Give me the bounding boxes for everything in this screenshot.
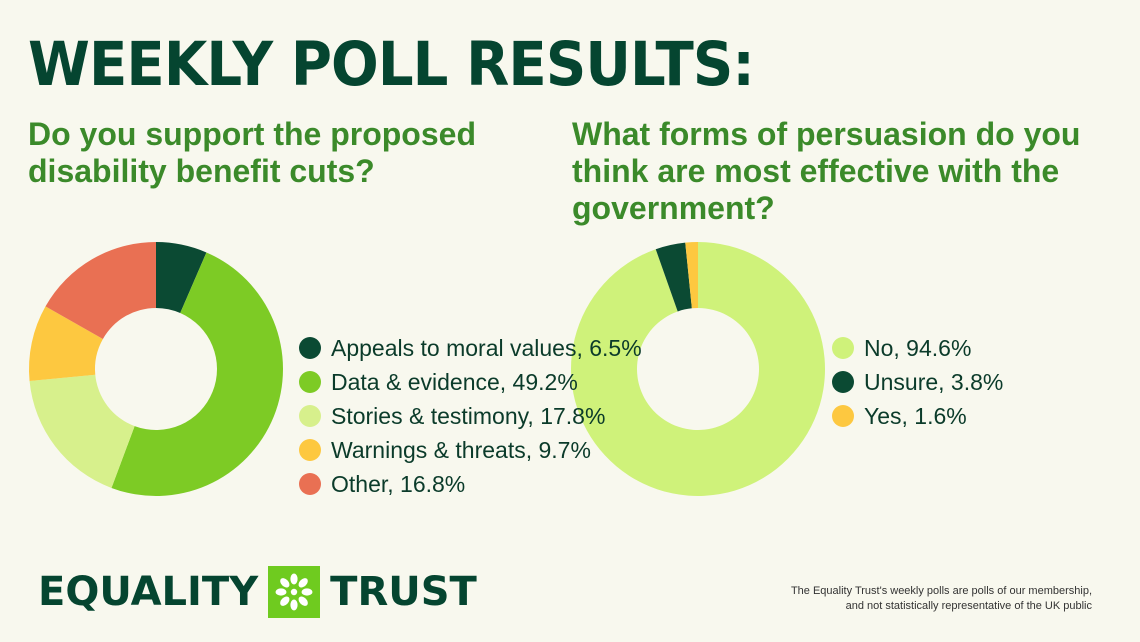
legend-item: Warnings & threats, 9.7% bbox=[299, 433, 642, 467]
legend-label: Stories & testimony, 17.8% bbox=[331, 402, 606, 429]
donut-slice-no bbox=[571, 242, 825, 497]
legend-label: Appeals to moral values, 6.5% bbox=[331, 334, 642, 361]
footnote-line: The Equality Trust's weekly polls are po… bbox=[790, 585, 1092, 597]
legend-swatch bbox=[832, 371, 854, 393]
logo-word-left: EQUALITY bbox=[38, 569, 259, 615]
legend-swatch bbox=[299, 371, 321, 393]
equality-trust-logo: EQUALITY TRUST bbox=[38, 566, 477, 618]
legend-label: Yes, 1.6% bbox=[864, 402, 967, 429]
question-2: What forms of persuasion do you think ar… bbox=[572, 116, 1081, 226]
donut-slice-other bbox=[45, 242, 156, 339]
legend-label: Data & evidence, 49.2% bbox=[331, 368, 578, 395]
legend-chart-1: Appeals to moral values, 6.5% Data & evi… bbox=[299, 331, 642, 501]
donut-slice-appeals-to-moral-values bbox=[156, 242, 207, 314]
legend-swatch bbox=[832, 337, 854, 359]
legend-swatch bbox=[299, 473, 321, 495]
page-title: WEEKLY POLL RESULTS: bbox=[28, 29, 755, 100]
legend-label: Unsure, 3.8% bbox=[864, 368, 1004, 395]
question-1: Do you support the proposed disability b… bbox=[28, 116, 476, 189]
legend-swatch bbox=[299, 439, 321, 461]
logo-word-right: TRUST bbox=[330, 569, 477, 615]
legend-item: Appeals to moral values, 6.5% bbox=[299, 331, 642, 365]
legend-item: Data & evidence, 49.2% bbox=[299, 365, 642, 399]
donut-slice-stories-testimony bbox=[29, 374, 135, 488]
donut-chart-2 bbox=[571, 242, 825, 497]
donut-slice-unsure bbox=[655, 242, 692, 312]
legend-swatch bbox=[299, 405, 321, 427]
legend-swatch bbox=[832, 405, 854, 427]
footnote: The Equality Trust's weekly polls are po… bbox=[791, 584, 1092, 614]
legend-item: Stories & testimony, 17.8% bbox=[299, 399, 642, 433]
legend-item: Unsure, 3.8% bbox=[832, 365, 1003, 399]
donut-slice-warnings-threats bbox=[29, 306, 103, 381]
donut-slice-data-evidence bbox=[111, 252, 283, 496]
donut-slice-yes bbox=[685, 242, 698, 309]
legend-chart-2: No, 94.6% Unsure, 3.8% Yes, 1.6% bbox=[832, 331, 1003, 433]
legend-item: No, 94.6% bbox=[832, 331, 1003, 365]
asterisk-flower-icon bbox=[268, 566, 321, 618]
legend-label: Warnings & threats, 9.7% bbox=[331, 436, 591, 463]
legend-swatch bbox=[299, 337, 321, 359]
legend-item: Other, 16.8% bbox=[299, 467, 642, 501]
footnote-line: and not statistically representative of … bbox=[845, 600, 1092, 612]
legend-label: No, 94.6% bbox=[864, 334, 972, 361]
legend-item: Yes, 1.6% bbox=[832, 399, 1003, 433]
donut-chart-1 bbox=[29, 242, 283, 496]
legend-label: Other, 16.8% bbox=[331, 470, 466, 497]
